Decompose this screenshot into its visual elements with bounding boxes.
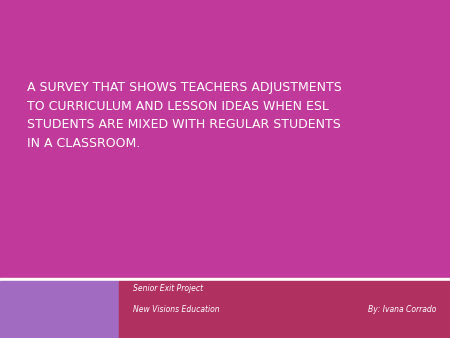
Bar — [0, 281, 119, 338]
Text: Senior Exit Project: Senior Exit Project — [133, 284, 203, 293]
Text: New Visions Education: New Visions Education — [133, 305, 220, 314]
Bar — [0, 278, 450, 281]
Text: By: Ivana Corrado: By: Ivana Corrado — [368, 305, 436, 314]
Text: A SURVEY THAT SHOWS TEACHERS ADJUSTMENTS
TO CURRICULUM AND LESSON IDEAS WHEN ESL: A SURVEY THAT SHOWS TEACHERS ADJUSTMENTS… — [27, 81, 342, 150]
Bar — [119, 281, 450, 338]
